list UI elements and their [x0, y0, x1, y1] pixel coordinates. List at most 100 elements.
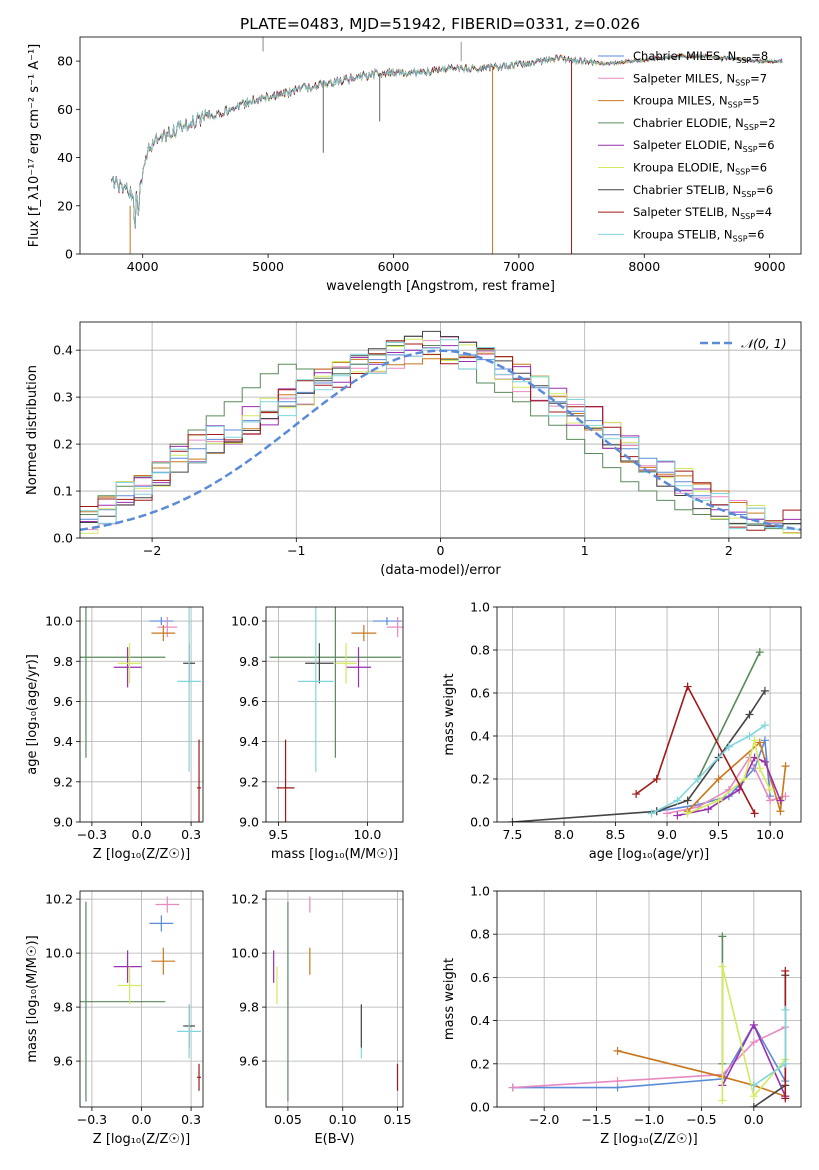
- errorbar-point: [149, 617, 174, 626]
- x-axis-label: mass [log₁₀(M/M☉)]: [271, 847, 398, 862]
- weight-marker: [755, 764, 764, 773]
- x-tick-label: 8.0: [554, 827, 574, 842]
- y-tick-label: 0.2: [470, 772, 490, 787]
- weight-marker: [718, 1096, 727, 1105]
- weight-line: [656, 740, 771, 813]
- errorbar-point: [269, 607, 402, 758]
- weight-marker: [647, 809, 656, 818]
- x-tick-label: −2.0: [529, 1112, 559, 1127]
- weight-marker: [718, 962, 727, 971]
- weight-marker: [749, 1092, 758, 1101]
- y-axis-label: mass weight: [442, 958, 457, 1040]
- x-tick-label: −0.5: [686, 1112, 716, 1127]
- y-tick-label: 10.0: [231, 614, 259, 629]
- x-tick-label: 0: [437, 543, 445, 558]
- legend-label: Salpeter ELODIE, NSSP=6: [633, 138, 775, 154]
- weight-line: [677, 756, 782, 817]
- plot-area: [80, 330, 801, 534]
- y-tick-label: 9.8: [53, 1000, 73, 1015]
- legend-label: 𝒩(0, 1): [741, 336, 787, 351]
- weight-line: [512, 690, 766, 822]
- legend-label: Chabrier STELIB, NSSP=6: [633, 183, 773, 199]
- weight-marker: [724, 742, 733, 751]
- x-tick-label: 10.0: [756, 827, 784, 842]
- plot-area: [508, 932, 790, 1107]
- errorbar-point: [117, 643, 142, 684]
- axes-frame: [79, 890, 204, 1108]
- weight-marker: [613, 1046, 622, 1055]
- weight-marker: [508, 1083, 517, 1092]
- panel-6: −0.3 0.0 0.3 9.6 9.8 10.0 10.2 Z [log₁₀(Z/Z☉)] m…: [25, 890, 204, 1147]
- errorbar-point: [117, 966, 142, 1005]
- weight-marker: [755, 738, 764, 747]
- weight-marker: [745, 732, 754, 740]
- errorbar-point: [157, 617, 178, 638]
- weight-marker: [673, 811, 682, 820]
- y-tick-label: 9.4: [53, 734, 73, 749]
- x-tick-label: −1.5: [581, 1112, 611, 1127]
- x-axis-label: wavelength [Angstrom, rest frame]: [326, 279, 555, 294]
- y-axis-label: Normed distribution: [25, 365, 40, 495]
- weight-marker: [766, 796, 775, 805]
- errorbar-point: [80, 607, 166, 758]
- y-tick-label: 0.4: [470, 1013, 490, 1028]
- x-tick-label: 2: [725, 543, 733, 558]
- x-tick-label: 9.5: [269, 827, 289, 842]
- weight-marker: [781, 966, 790, 975]
- legend-label: Kroupa STELIB, NSSP=6: [633, 227, 764, 243]
- x-tick-label: 9000: [754, 259, 786, 274]
- y-tick-label: 0.2: [53, 437, 73, 452]
- weight-marker: [776, 796, 785, 805]
- axes-frame: [496, 890, 802, 1108]
- x-axis-label: Z [log₁₀(Z/Z☉)]: [93, 847, 190, 862]
- plot-area: [269, 607, 403, 822]
- weight-marker: [755, 648, 764, 657]
- weight-marker: [776, 807, 785, 816]
- x-tick-label: 7000: [503, 259, 535, 274]
- errorbar-point: [335, 643, 357, 684]
- weight-marker: [760, 736, 769, 745]
- axes-frame: [496, 606, 802, 823]
- panel-7: 0.05 0.10 0.15 9.6 9.8 10.0 10.2 E(B-V): [231, 890, 411, 1147]
- y-tick-label: 20: [57, 198, 73, 213]
- y-tick-label: 0.0: [470, 1100, 490, 1115]
- y-tick-label: 9.8: [239, 654, 259, 669]
- x-tick-label: −2: [143, 543, 161, 558]
- weight-marker: [693, 775, 702, 783]
- weight-marker: [718, 932, 727, 941]
- legend-label: Salpeter STELIB, NSSP=4: [633, 205, 772, 221]
- y-tick-label: 9.6: [53, 694, 73, 709]
- errorbar-point: [80, 901, 166, 1102]
- y-tick-label: 9.2: [53, 774, 73, 789]
- errorbar-point: [113, 647, 142, 688]
- x-tick-label: −0.3: [77, 1112, 107, 1127]
- errorbar-point: [113, 950, 142, 983]
- weight-line: [666, 755, 786, 815]
- panel-4: 9.5 10.0 9.0 9.2 9.4 9.6 9.8 10.0 mass [log₁₀(M/…: [231, 606, 404, 862]
- x-tick-label: 7.5: [503, 827, 523, 842]
- weight-marker: [750, 809, 759, 818]
- errorbar-point: [197, 739, 202, 822]
- errorbar-point: [386, 617, 403, 638]
- x-tick-label: 0.0: [132, 827, 152, 842]
- weight-line: [635, 684, 756, 814]
- y-tick-label: 0.4: [470, 729, 490, 744]
- weight-marker: [760, 721, 769, 730]
- weight-line: [651, 724, 766, 815]
- x-axis-label: age [log₁₀(age/yr)]: [589, 847, 710, 862]
- weight-marker: [749, 1038, 758, 1047]
- errorbar-point: [298, 607, 334, 772]
- y-tick-label: 1.0: [470, 600, 490, 615]
- y-tick-label: 10.2: [45, 892, 73, 907]
- x-tick-label: −1.0: [634, 1112, 664, 1127]
- normal-curve: [80, 349, 801, 532]
- figure-title: PLATE=0483, MJD=51942, FIBERID=0331, z=0…: [240, 15, 640, 33]
- weight-marker: [508, 818, 517, 822]
- weight-marker: [781, 1094, 790, 1103]
- x-tick-label: −1: [287, 543, 305, 558]
- weight-line: [697, 651, 761, 780]
- y-tick-label: 10.0: [45, 946, 73, 961]
- weight-marker: [740, 775, 749, 783]
- y-tick-label: 80: [57, 54, 73, 69]
